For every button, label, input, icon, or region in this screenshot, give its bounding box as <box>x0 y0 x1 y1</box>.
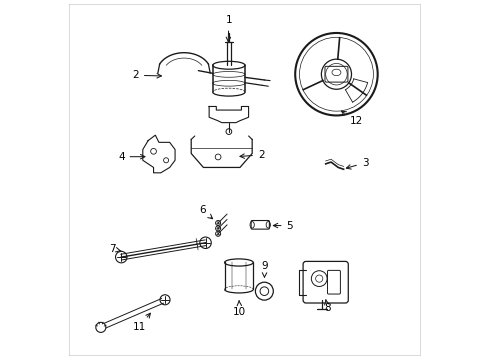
Text: 12: 12 <box>342 111 363 126</box>
Text: 6: 6 <box>199 206 213 219</box>
Text: 8: 8 <box>324 300 331 313</box>
Text: 11: 11 <box>133 313 150 332</box>
Text: 5: 5 <box>273 221 293 230</box>
Text: 4: 4 <box>118 152 145 162</box>
Text: 2: 2 <box>240 150 265 160</box>
Text: 3: 3 <box>346 158 368 169</box>
Text: 1: 1 <box>225 15 232 42</box>
Text: 9: 9 <box>261 261 268 277</box>
Text: 10: 10 <box>233 301 246 316</box>
Text: 7: 7 <box>109 244 121 254</box>
Text: 2: 2 <box>132 70 161 80</box>
